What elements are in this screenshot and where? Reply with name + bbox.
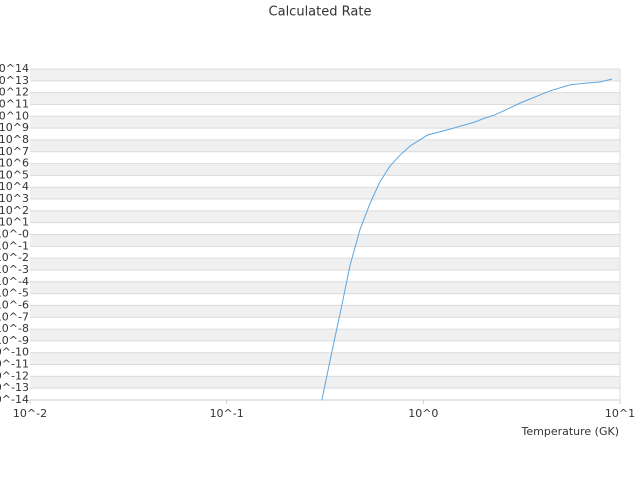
x-tick-label: 10^0 — [408, 407, 438, 420]
chart-title: Calculated Rate — [269, 5, 372, 20]
y-tick-label: 10^-9 — [0, 334, 29, 347]
y-tick-label: 10^-4 — [0, 275, 29, 288]
grid-band — [30, 234, 620, 247]
y-tick-label: 10^2 — [0, 204, 29, 217]
x-tick-label: 10^1 — [605, 407, 635, 420]
plot-area — [30, 68, 620, 401]
x-tick-label: 10^-2 — [13, 407, 47, 420]
y-tick-label: 10^-0 — [0, 228, 29, 241]
y-tick-label: 10^-1 — [0, 239, 29, 252]
data-line — [321, 78, 613, 401]
y-tick-label: 10^9 — [0, 121, 29, 134]
y-tick-label: 10^-13 — [0, 381, 29, 394]
y-tick-label: 10^-10 — [0, 346, 29, 359]
grid-band — [30, 329, 620, 341]
grid-band — [30, 139, 620, 152]
grid-band — [30, 281, 620, 294]
y-tick-label: 10^-8 — [0, 322, 29, 335]
y-tick-label: 10^11 — [0, 97, 29, 110]
y-tick-label: 10^-6 — [0, 298, 29, 311]
grid-band — [30, 258, 620, 270]
y-tick-label: 10^-3 — [0, 263, 29, 276]
y-tick-label: 10^-11 — [0, 358, 29, 371]
grid-band — [30, 163, 620, 176]
y-tick-label: 10^10 — [0, 109, 29, 122]
y-tick-label: 10^-7 — [0, 310, 29, 323]
grid-band — [30, 116, 620, 129]
y-tick-label: 10^-2 — [0, 251, 29, 264]
y-tick-label: 10^7 — [0, 145, 29, 158]
grid-band — [30, 305, 620, 318]
y-tick-label: 10^3 — [0, 192, 29, 205]
y-tick-label: 10^12 — [0, 86, 29, 99]
grid-band — [30, 92, 620, 105]
y-tick-label: 10^14 — [0, 62, 29, 75]
y-tick-label: 10^6 — [0, 157, 29, 170]
y-tick-label: 10^4 — [0, 180, 29, 193]
y-tick-label: 10^5 — [0, 168, 29, 181]
x-axis-label: Temperature (GK) — [521, 425, 620, 438]
grid-band — [30, 352, 620, 365]
y-tick-label: 10^-12 — [0, 369, 29, 382]
y-tick-label: 10^8 — [0, 133, 29, 146]
grid-band — [30, 376, 620, 389]
y-tick-label: 10^1 — [0, 216, 29, 229]
grid-band — [30, 210, 620, 223]
grid-band — [30, 69, 620, 81]
y-tick-label: 10^13 — [0, 74, 29, 87]
x-tick-label: 10^-1 — [210, 407, 244, 420]
grid-band — [30, 187, 620, 200]
y-tick-label: 10^-14 — [0, 393, 29, 406]
y-tick-label: 10^-5 — [0, 287, 29, 300]
